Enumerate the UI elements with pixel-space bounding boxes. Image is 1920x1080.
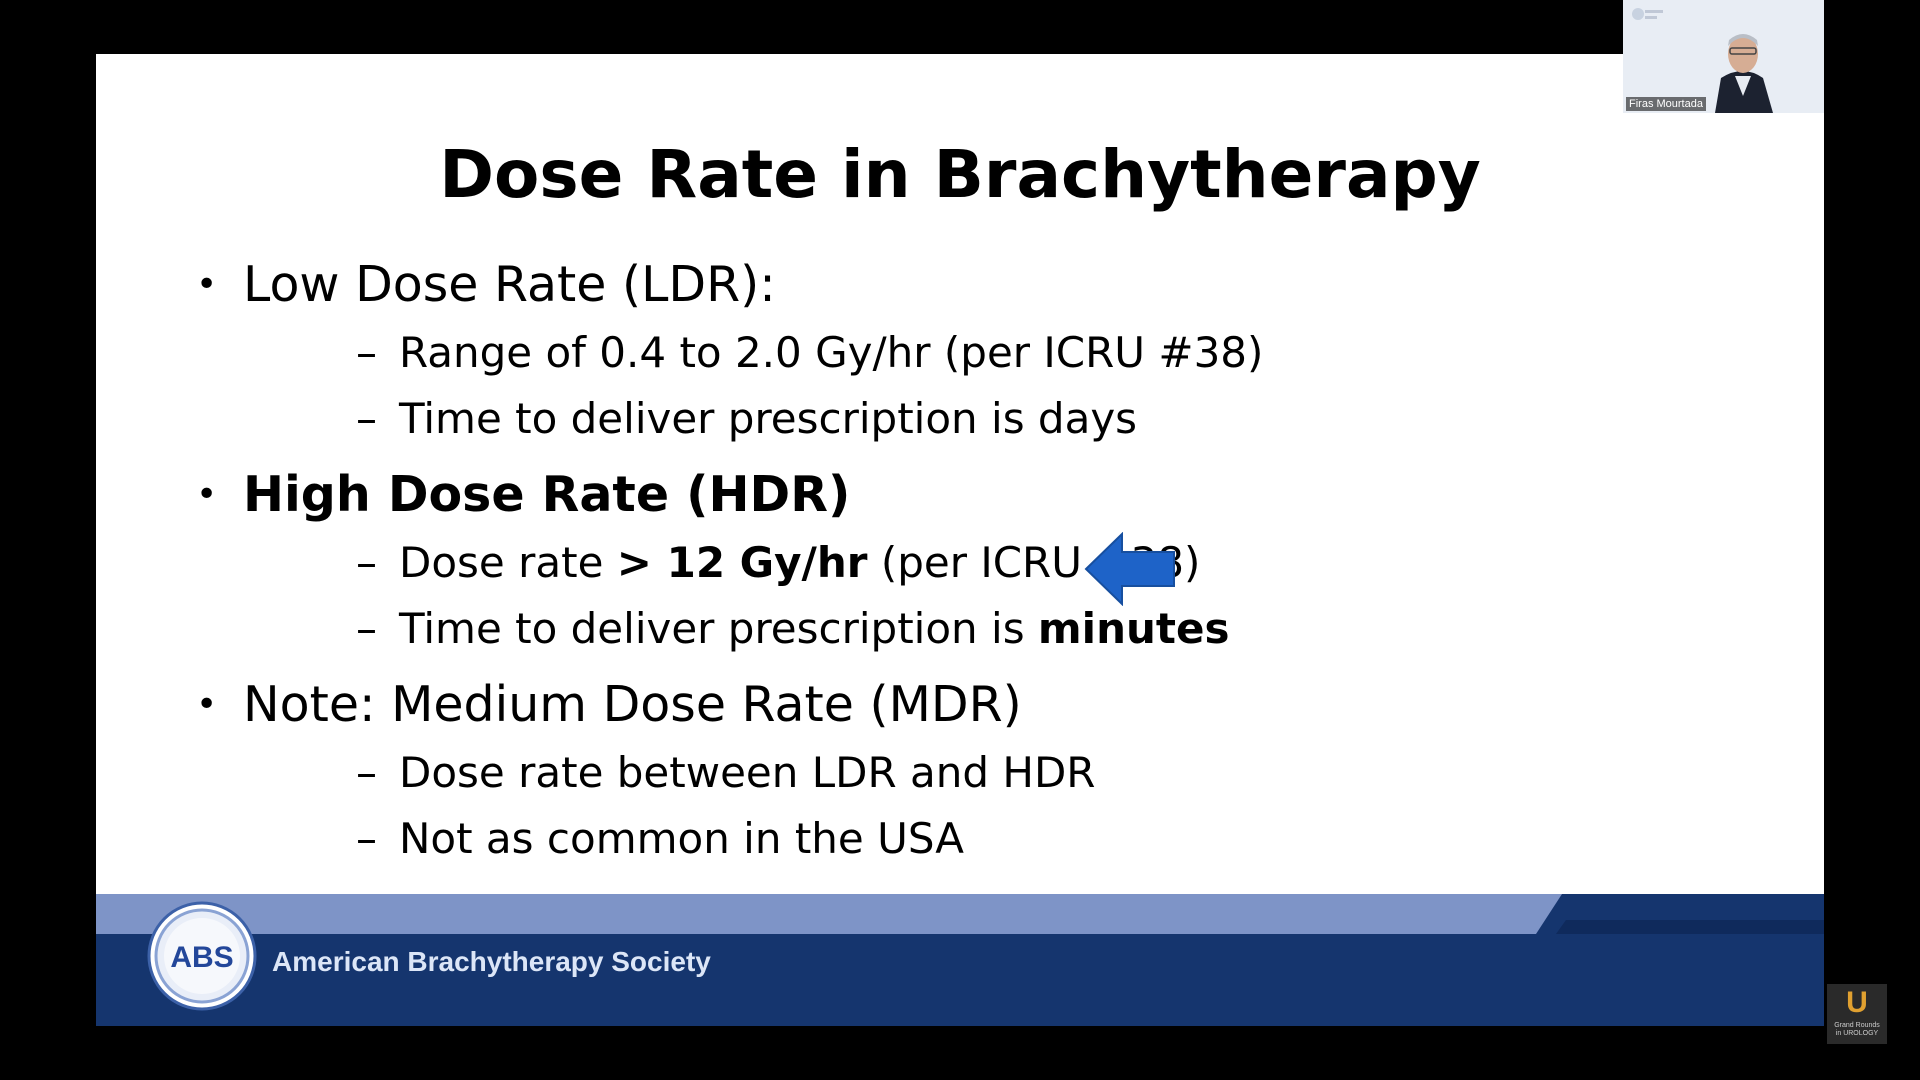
- abs-logo-text: ABS: [170, 941, 233, 974]
- slide-title: Dose Rate in Brachytherapy: [439, 136, 1481, 213]
- hdr-rate-prefix: Dose rate: [399, 538, 617, 587]
- bullet-ldr-text: Low Dose Rate (LDR):: [243, 256, 776, 313]
- sub-bullet-hdr-time: – Time to deliver prescription is minute…: [196, 596, 1496, 662]
- society-name: American Brachytherapy Society: [272, 946, 711, 977]
- sub-bullet-dash: –: [356, 538, 377, 587]
- participant-video: [1623, 0, 1824, 113]
- bullet-hdr-text: High Dose Rate (HDR): [243, 466, 851, 523]
- sub-bullet-dash: –: [356, 394, 377, 443]
- sub-bullet-mdr-usage: – Not as common in the USA: [196, 806, 1496, 872]
- footer-slant-shape: [1536, 894, 1824, 934]
- sub-bullet-text: Time to deliver prescription is minutes: [399, 604, 1229, 653]
- bullet-dot: •: [196, 474, 218, 515]
- footer-band-dark: [96, 934, 1824, 1026]
- sub-bullet-dash: –: [356, 814, 377, 863]
- grand-rounds-line2: in UROLOGY: [1835, 1030, 1879, 1037]
- hdr-time-prefix: Time to deliver prescription is: [399, 604, 1038, 653]
- footer-band-light: [96, 894, 1824, 934]
- bullet-ldr: • Low Dose Rate (LDR):: [196, 250, 1496, 320]
- bullet-mdr: • Note: Medium Dose Rate (MDR): [196, 670, 1496, 740]
- sub-bullet-text: Time to deliver prescription is days: [399, 394, 1138, 443]
- grand-rounds-logo: U Grand Rounds in UROLOGY: [1827, 984, 1887, 1044]
- sub-bullet-dash: –: [356, 748, 377, 797]
- sub-bullet-text: Dose rate > 12 Gy/hr (per ICRU #38): [399, 538, 1200, 587]
- sub-bullet-hdr-rate: – Dose rate > 12 Gy/hr (per ICRU #38): [196, 530, 1496, 596]
- hdr-time-value: minutes: [1037, 604, 1230, 653]
- sub-bullet-ldr-time: – Time to deliver prescription is days: [196, 386, 1496, 452]
- bullet-mdr-text: Note: Medium Dose Rate (MDR): [243, 676, 1022, 733]
- grand-rounds-logo-letter: U: [1846, 986, 1868, 1019]
- participant-name: Firas Mourtada: [1626, 97, 1706, 111]
- sub-bullet-text: Dose rate between LDR and HDR: [399, 748, 1096, 797]
- grand-rounds-line1: Grand Rounds: [1834, 1022, 1880, 1029]
- sub-bullet-ldr-range: – Range of 0.4 to 2.0 Gy/hr (per ICRU #3…: [196, 320, 1496, 386]
- bullet-dot: •: [196, 684, 218, 725]
- participant-video-tile[interactable]: Firas Mourtada: [1623, 0, 1824, 113]
- hdr-rate-value: > 12 Gy/hr: [616, 538, 868, 587]
- sub-bullet-text: Not as common in the USA: [399, 814, 965, 863]
- bullet-hdr: • High Dose Rate (HDR): [196, 460, 1496, 530]
- bullet-list: • Low Dose Rate (LDR): – Range of 0.4 to…: [196, 250, 1496, 872]
- sub-bullet-dash: –: [356, 604, 377, 653]
- sub-bullet-mdr-rate: – Dose rate between LDR and HDR: [196, 740, 1496, 806]
- left-arrow-icon: [1084, 532, 1175, 606]
- bullet-dot: •: [196, 264, 218, 305]
- sub-bullet-dash: –: [356, 328, 377, 377]
- abs-logo: ABS: [147, 901, 257, 1011]
- sub-bullet-text: Range of 0.4 to 2.0 Gy/hr (per ICRU #38): [399, 328, 1264, 377]
- presentation-slide: Dose Rate in Brachytherapy • Low Dose Ra…: [96, 54, 1824, 1026]
